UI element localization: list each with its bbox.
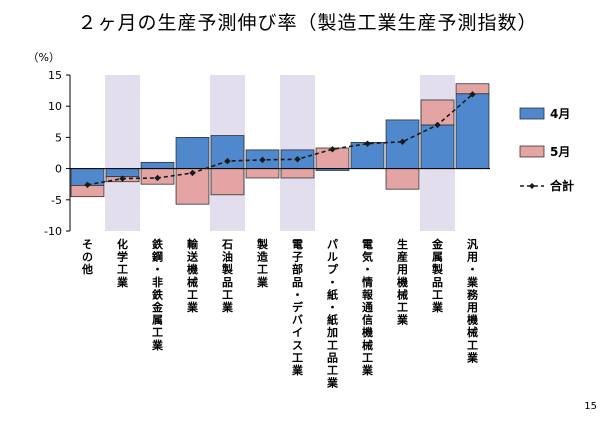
april-bar — [140, 161, 175, 170]
may-bar — [210, 168, 245, 196]
april-bar — [420, 124, 455, 169]
total-point — [224, 157, 231, 165]
category-label: 輸送機械工業 — [186, 237, 199, 314]
chart-title: ２ヶ月の生産予測伸び率（製造工業生産予測指数） — [77, 12, 538, 34]
category-label: その他 — [81, 238, 93, 276]
y-tick-label: 10 — [48, 100, 62, 113]
legend-april-swatch — [519, 107, 545, 120]
category-label: 製造工業 — [256, 237, 269, 289]
category-label: 化学工業 — [116, 237, 129, 289]
total-point — [84, 181, 91, 189]
shaded-band — [105, 75, 140, 231]
y-tick-label: -5 — [51, 194, 62, 207]
april-bar — [455, 93, 490, 169]
total-point — [329, 146, 336, 153]
page-number: 15 — [584, 401, 597, 412]
legend-april-label: 4月 — [550, 107, 570, 121]
category-label: 金属製品工業 — [431, 237, 444, 314]
total-line-path — [87, 93, 474, 186]
total-line — [84, 91, 476, 189]
total-point — [434, 121, 441, 129]
legend-may-label: 5月 — [550, 145, 570, 159]
total-point — [259, 156, 266, 164]
y-tick-label: 0 — [55, 163, 62, 176]
category-label: 生産用機械工業 — [396, 237, 409, 327]
y-tick-label: -10 — [44, 225, 62, 238]
category-label: 石油製品工業 — [221, 238, 234, 314]
y-tick-label: 5 — [55, 131, 62, 144]
april-bar — [385, 119, 420, 170]
may-bar — [245, 168, 280, 179]
y-tick-label: 15 — [48, 69, 62, 82]
april-bar — [175, 136, 210, 169]
may-bar — [420, 99, 455, 126]
total-point — [189, 169, 196, 177]
may-bar — [385, 168, 420, 190]
total-point — [469, 91, 476, 98]
total-point — [399, 138, 406, 145]
category-label: 電気・情報通信機械工業 — [361, 238, 374, 377]
category-labels: その他 化学工業 鉄鋼・非鉄金属工業 輸送機械工業 石油製品工業 製造工業 電子部品・デバイ… — [81, 237, 479, 390]
category-label: 電子部品・デバイス工業 — [291, 238, 304, 377]
may-bar — [280, 168, 315, 179]
legend-total-label: 合計 — [550, 178, 574, 193]
legend-may-swatch — [519, 145, 545, 158]
legend-total-marker — [529, 183, 535, 189]
total-point — [364, 140, 371, 147]
y-axis-label: （%） — [28, 51, 60, 64]
category-label: パルプ・紙・紙加工品工業 — [326, 238, 339, 390]
category-label: 鉄鋼・非鉄金属工業 — [151, 237, 164, 352]
category-label: 汎用・業務用機械工業 — [466, 237, 479, 364]
chart-axes: 15 10 5 0 -5 -10 （%） — [28, 51, 71, 238]
total-point — [294, 156, 301, 163]
total-point — [119, 175, 126, 182]
total-point — [154, 174, 161, 182]
